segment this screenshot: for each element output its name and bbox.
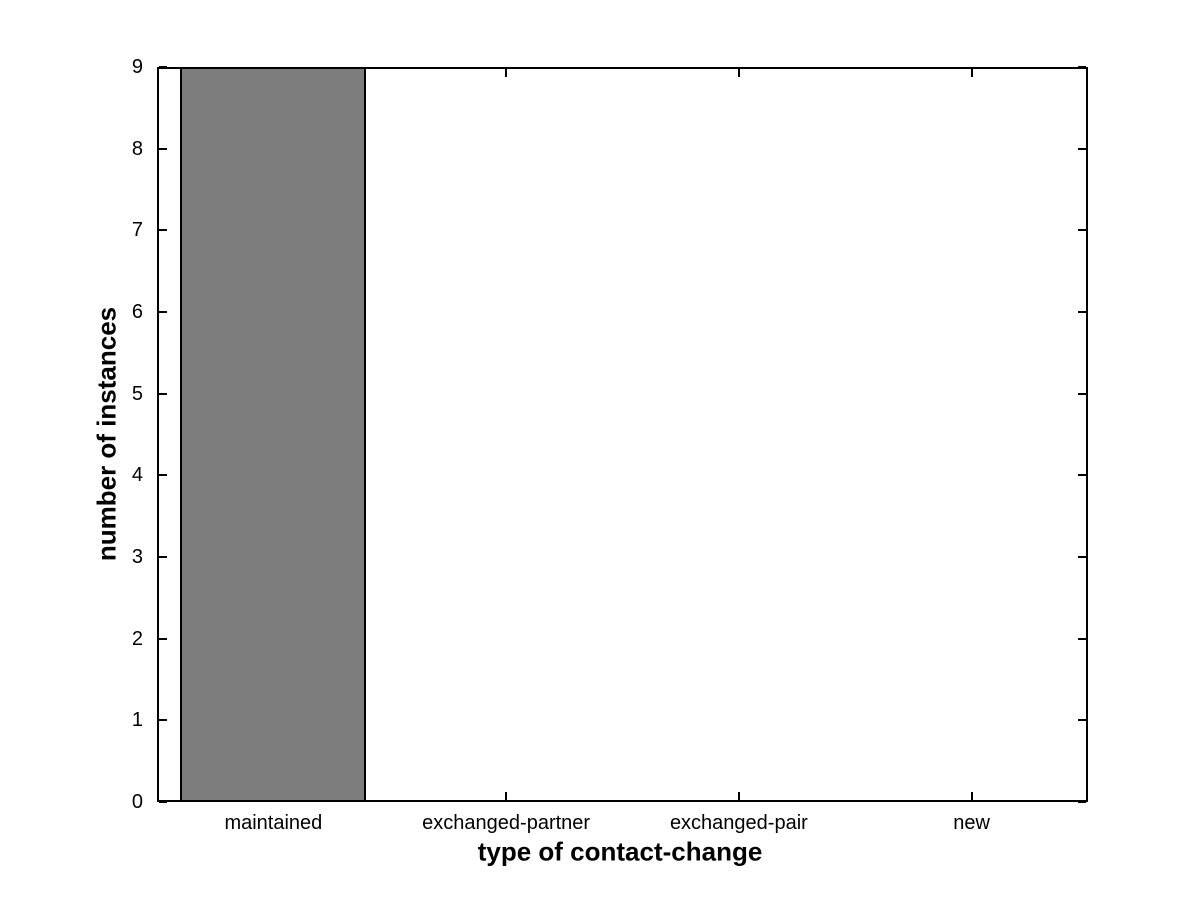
x-tick-mark-bottom: [970, 792, 973, 800]
y-tick-label: 0: [131, 791, 143, 813]
y-tick-label: 7: [131, 219, 143, 242]
y-tick-mark-right: [1078, 392, 1086, 395]
y-tick-label: 4: [131, 464, 143, 487]
y-tick-mark-left: [159, 392, 167, 395]
y-tick-mark-left: [159, 637, 167, 640]
x-tick-mark-top: [970, 69, 973, 77]
y-tick-label: 5: [131, 382, 143, 405]
y-tick-mark-left: [159, 311, 167, 313]
x-tick-mark-top: [505, 69, 508, 77]
y-tick-mark-right: [1078, 637, 1086, 640]
y-tick-mark-right: [1078, 311, 1086, 313]
x-axis-title: type of contact-change: [477, 836, 763, 867]
y-tick-mark-left: [159, 66, 167, 68]
y-tick-mark-right: [1078, 147, 1086, 150]
x-tick-mark-bottom: [505, 792, 508, 800]
y-tick-mark-left: [159, 801, 167, 803]
y-tick-mark-left: [159, 229, 167, 232]
y-tick-mark-left: [159, 147, 167, 150]
y-tick-label: 8: [131, 137, 143, 160]
y-tick-mark-left: [159, 474, 167, 477]
x-tick-label: maintained: [224, 812, 323, 834]
y-tick-mark-right: [1078, 556, 1086, 558]
y-tick-label: 1: [131, 709, 143, 732]
y-tick-mark-right: [1078, 719, 1086, 722]
y-tick-mark-right: [1078, 66, 1086, 68]
x-tick-label: exchanged-pair: [669, 812, 808, 834]
y-tick-mark-right: [1078, 229, 1086, 232]
x-tick-label: new: [953, 812, 990, 834]
y-tick-mark-right: [1078, 474, 1086, 477]
y-tick-label: 9: [131, 56, 143, 78]
x-tick-mark-top: [737, 69, 740, 77]
y-tick-label: 6: [131, 301, 143, 323]
y-axis-title: number of instances: [91, 306, 122, 562]
x-tick-label: exchanged-partner: [422, 812, 591, 834]
y-tick-label: 3: [131, 546, 143, 568]
bar-maintained: [180, 67, 367, 802]
y-tick-mark-left: [159, 719, 167, 722]
x-tick-mark-bottom: [737, 792, 740, 800]
y-tick-mark-right: [1078, 801, 1086, 803]
y-tick-mark-left: [159, 556, 167, 558]
y-tick-label: 2: [131, 627, 143, 650]
